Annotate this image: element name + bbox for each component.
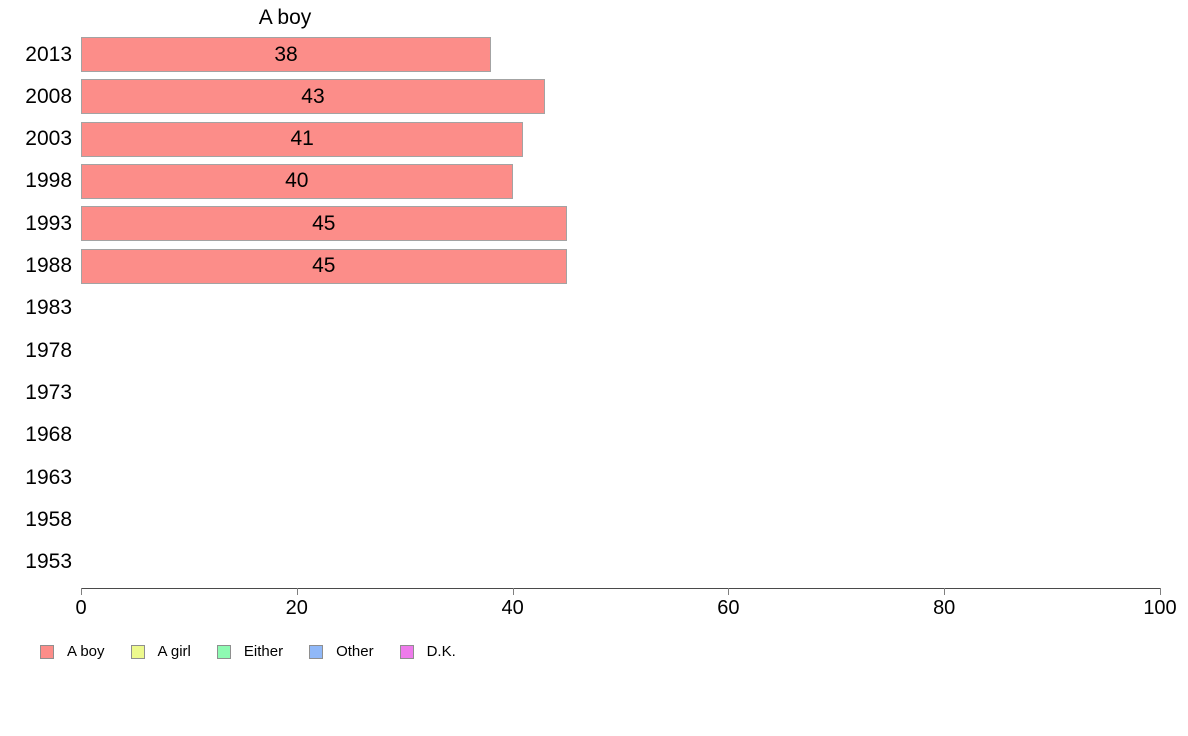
legend-label: A boy bbox=[67, 643, 105, 660]
y-axis-category-label: 1983 bbox=[25, 296, 72, 320]
bar-2003[interactable]: 41 bbox=[81, 121, 524, 157]
legend-item-either[interactable]: Either bbox=[216, 643, 284, 660]
legend-label: Other bbox=[336, 643, 374, 660]
bar-1993[interactable]: 45 bbox=[81, 206, 567, 242]
x-axis-tick bbox=[1160, 588, 1161, 595]
y-axis-category-label: 1978 bbox=[25, 338, 72, 362]
y-axis-category-label: 2008 bbox=[25, 84, 72, 108]
legend-swatch-icon bbox=[216, 644, 231, 659]
bar-value-label: 45 bbox=[312, 254, 336, 277]
legend-label: D.K. bbox=[426, 643, 456, 660]
x-axis-tick bbox=[512, 588, 514, 595]
y-axis-category-label: 1958 bbox=[25, 507, 72, 531]
bar-value-label: 40 bbox=[285, 169, 309, 193]
legend-label: A girl bbox=[157, 643, 191, 660]
legend-swatch-icon bbox=[399, 644, 414, 659]
y-axis-category-label: 1963 bbox=[25, 465, 72, 489]
legend-item-a-boy[interactable]: A boy bbox=[40, 643, 105, 660]
y-axis-category-label: 2003 bbox=[25, 127, 72, 151]
legend: A boy A girl Either Other D.K. bbox=[40, 643, 482, 660]
y-axis-category-label: 2013 bbox=[25, 42, 72, 66]
y-axis-category-label: 1973 bbox=[25, 380, 72, 404]
bar-2008[interactable]: 43 bbox=[81, 79, 545, 115]
x-axis-tick bbox=[296, 588, 298, 595]
chart-title: A boy bbox=[258, 6, 312, 29]
x-axis-tick bbox=[944, 588, 946, 595]
legend-swatch-icon bbox=[40, 644, 54, 659]
bar-value-label: 43 bbox=[301, 84, 325, 108]
legend-swatch-icon bbox=[309, 644, 324, 659]
y-axis-category-label: 1998 bbox=[25, 169, 72, 193]
x-axis-tick-label: 80 bbox=[933, 597, 956, 619]
legend-item-other[interactable]: Other bbox=[309, 643, 374, 660]
x-axis-tick bbox=[81, 588, 82, 595]
x-axis-tick-label: 100 bbox=[1143, 597, 1177, 619]
x-axis-line bbox=[81, 588, 1161, 589]
x-axis-tick-label: 60 bbox=[717, 597, 740, 619]
y-axis-category-label: 1993 bbox=[25, 211, 72, 235]
x-axis-tick-label: 40 bbox=[501, 597, 524, 619]
legend-swatch-icon bbox=[130, 644, 145, 659]
bar-value-label: 38 bbox=[274, 42, 298, 66]
y-axis-category-label: 1953 bbox=[25, 550, 72, 574]
legend-label: Either bbox=[243, 643, 284, 660]
bar-1988[interactable]: 45 bbox=[81, 248, 567, 284]
legend-item-a-girl[interactable]: A girl bbox=[130, 643, 191, 660]
x-axis-tick bbox=[728, 588, 730, 595]
y-axis-category-label: 1988 bbox=[25, 254, 72, 277]
legend-item-d-k-[interactable]: D.K. bbox=[399, 643, 456, 660]
bar-value-label: 41 bbox=[290, 127, 314, 151]
x-axis-tick-label: 20 bbox=[285, 597, 308, 619]
bar-1998[interactable]: 40 bbox=[81, 163, 513, 199]
bar-2013[interactable]: 38 bbox=[81, 37, 492, 72]
bar-value-label: 45 bbox=[312, 211, 336, 235]
y-axis-category-label: 1968 bbox=[25, 423, 72, 447]
x-axis-tick-label: 0 bbox=[75, 597, 87, 619]
